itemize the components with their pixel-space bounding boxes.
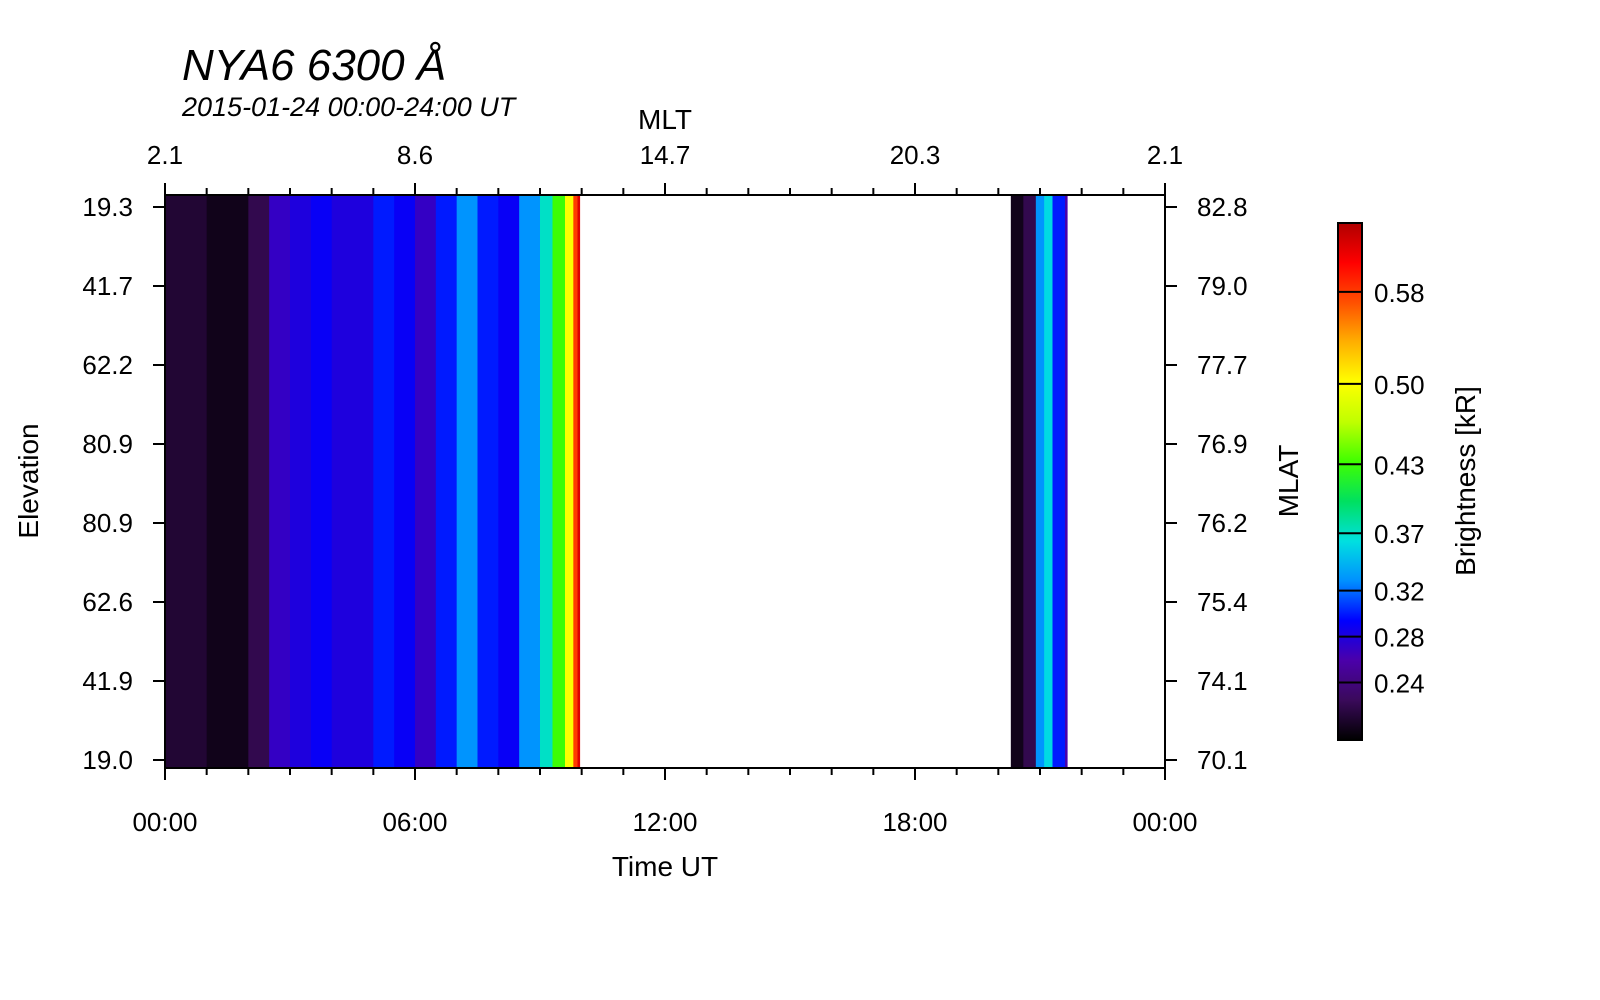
heatmap-column <box>269 195 291 768</box>
y-left-tick-label: 80.9 <box>82 429 133 459</box>
y-left-tick-label: 41.9 <box>82 666 133 696</box>
colorbar-tick-label: 0.37 <box>1374 519 1425 549</box>
x-top-tick-label: 20.3 <box>890 140 941 170</box>
y-left-tick-label: 19.0 <box>82 745 133 775</box>
y-left-tick-label: 19.3 <box>82 192 133 222</box>
heatmap-column <box>310 195 333 768</box>
heatmap-column <box>540 195 554 768</box>
heatmap-column <box>1065 195 1068 768</box>
colorbar-tick-label: 0.43 <box>1374 450 1425 480</box>
heatmap-column <box>206 195 229 768</box>
y-right-tick-label: 77.7 <box>1197 350 1248 380</box>
y-left-axis-label: Elevation <box>13 423 44 538</box>
y-left-tick-label: 62.2 <box>82 350 133 380</box>
heatmap-column <box>435 195 458 768</box>
x-top-tick-label: 2.1 <box>147 140 183 170</box>
colorbar-tick-label: 0.58 <box>1374 278 1425 308</box>
y-right-tick-label: 70.1 <box>1197 745 1248 775</box>
heatmap-column <box>1044 195 1054 768</box>
heatmap-column <box>1035 195 1045 768</box>
heatmap-column <box>248 195 270 768</box>
axes-layer: 00:00 06:00 12:00 18:00 00:00 2.1 8.6 14.7 20.3 2… <box>82 140 1247 837</box>
x-tick-label: 00:00 <box>1132 807 1197 837</box>
heatmap-column <box>1010 195 1024 768</box>
x-top-tick-label: 14.7 <box>640 140 691 170</box>
heatmap-column <box>577 195 581 768</box>
x-axis-label: Time UT <box>612 851 718 882</box>
heatmap-column <box>352 195 374 768</box>
y-left-tick-label: 62.6 <box>82 587 133 617</box>
heatmap-column <box>573 195 579 768</box>
heatmap-column <box>331 195 354 768</box>
x-top-tick-label: 2.1 <box>1147 140 1183 170</box>
heatmap-column <box>394 195 416 768</box>
colorbar-tick-label: 0.28 <box>1374 623 1425 653</box>
y-right-tick-label: 82.8 <box>1197 192 1248 222</box>
y-left-tick-label: 80.9 <box>82 508 133 538</box>
y-right-tick-label: 76.2 <box>1197 508 1248 538</box>
y-right-axis-label: MLAT <box>1273 445 1304 518</box>
colorbar: 0.24 0.28 0.32 0.37 0.43 0.50 0.58 <box>1337 222 1425 741</box>
heatmap-column <box>227 195 249 768</box>
heatmap-column <box>565 195 574 768</box>
y-right-tick-label: 76.9 <box>1197 429 1248 459</box>
chart-subtitle: 2015-01-24 00:00-24:00 UT <box>182 92 516 122</box>
x-tick-label: 18:00 <box>882 807 947 837</box>
y-right-tick-label: 74.1 <box>1197 666 1248 696</box>
y-right-tick-label: 75.4 <box>1197 587 1248 617</box>
heatmap-column <box>165 195 187 768</box>
y-left-tick-label: 41.7 <box>82 271 133 301</box>
colorbar-tick-label: 0.32 <box>1374 577 1425 607</box>
heatmap-column <box>552 195 566 768</box>
x-top-tick-label: 8.6 <box>397 140 433 170</box>
heatmap-column <box>185 195 208 768</box>
x-top-axis-label: MLT <box>638 104 692 135</box>
heatmap-column <box>498 195 520 768</box>
x-tick-label: 06:00 <box>382 807 447 837</box>
colorbar-label: Brightness [kR] <box>1450 386 1481 576</box>
heatmap-column <box>477 195 499 768</box>
heatmap-column <box>373 195 395 768</box>
colorbar-tick-label: 0.50 <box>1374 370 1425 400</box>
x-tick-label: 00:00 <box>132 807 197 837</box>
heatmap-column <box>1023 195 1037 768</box>
heatmap-column <box>456 195 479 768</box>
heatmap-column <box>415 195 437 768</box>
heatmap-column <box>1052 195 1066 768</box>
x-tick-label: 12:00 <box>632 807 697 837</box>
y-right-tick-label: 79.0 <box>1197 271 1248 301</box>
heatmap-layer <box>165 195 1068 768</box>
colorbar-tick-label: 0.24 <box>1374 669 1425 699</box>
heatmap-column <box>519 195 541 768</box>
chart-title: NYA6 6300 Å <box>182 41 447 90</box>
heatmap-column <box>290 195 312 768</box>
colorbar-gradient <box>1337 222 1363 741</box>
